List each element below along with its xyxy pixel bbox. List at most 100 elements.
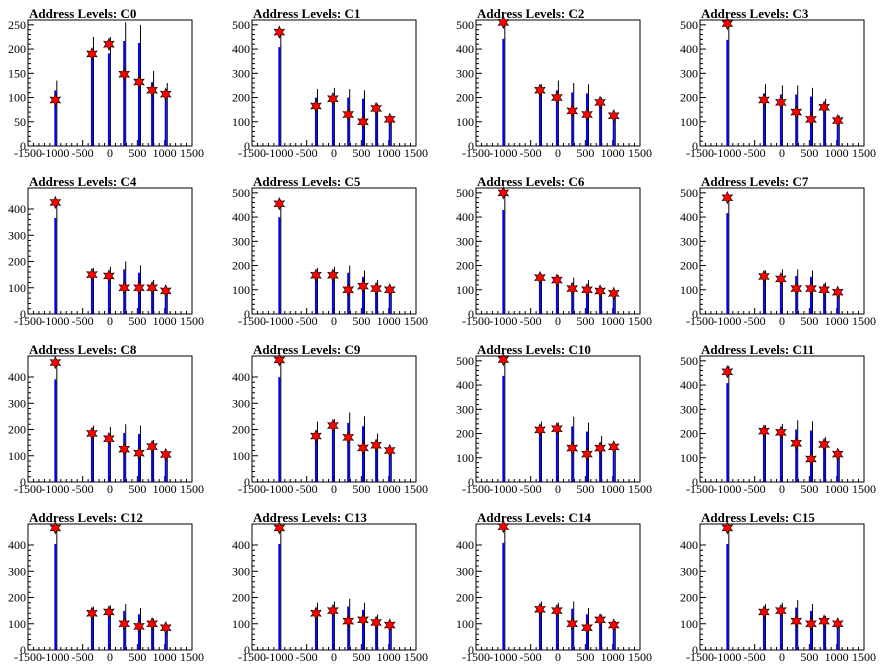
x-tick-label: 1500: [852, 314, 876, 328]
x-tick-label: -1000: [489, 482, 517, 496]
peak-marker: [370, 438, 382, 452]
peak-marker: [273, 25, 286, 39]
x-tick-label: 1500: [404, 146, 428, 160]
y-tick-label: 100: [680, 283, 698, 297]
x-tick-label: 1000: [825, 146, 849, 160]
x-tick-label: -1000: [489, 650, 517, 664]
chart-title: Address Levels: C6: [477, 174, 585, 189]
x-tick-label: 1500: [404, 482, 428, 496]
peak-marker: [273, 353, 286, 367]
peak-marker: [146, 83, 158, 98]
chart-title: Address Levels: C3: [701, 6, 809, 21]
y-tick-label: 400: [8, 538, 26, 552]
y-tick-label: 0: [20, 475, 26, 489]
y-tick-label: 200: [680, 91, 698, 105]
x-tick-label: 0: [779, 650, 785, 664]
peak-marker: [790, 614, 803, 628]
y-tick-label: 0: [468, 475, 474, 489]
chart-title: Address Levels: C15: [701, 510, 815, 525]
y-tick-label: 300: [456, 66, 474, 80]
y-tick-label: 200: [8, 591, 26, 605]
peak-marker: [133, 619, 145, 634]
y-tick-label: 100: [8, 91, 26, 105]
histogram-panel: Address Levels: C2 0 100 200 300 400 500 -1500-…: [448, 0, 672, 168]
x-tick-label: -500: [72, 482, 94, 496]
peak-marker: [566, 281, 579, 296]
x-tick-label: -1000: [265, 146, 293, 160]
x-tick-label: 500: [128, 146, 146, 160]
y-tick-label: 200: [680, 591, 698, 605]
y-tick-label: 400: [456, 538, 474, 552]
y-tick-label: 100: [232, 283, 250, 297]
x-tick-label: 1500: [852, 482, 876, 496]
peak-marker: [805, 281, 817, 296]
y-tick-label: 200: [8, 423, 26, 437]
y-tick-label: 400: [456, 378, 474, 392]
chart-title: Address Levels: C7: [701, 174, 809, 189]
y-tick-label: 100: [456, 617, 474, 631]
x-tick-label: 0: [107, 314, 113, 328]
y-tick-label: 0: [244, 643, 250, 657]
y-tick-label: 200: [8, 42, 26, 56]
x-tick-label: 0: [555, 482, 561, 496]
peak-marker: [159, 447, 172, 462]
y-tick-label: 100: [680, 451, 698, 465]
peak-marker: [497, 186, 510, 200]
x-tick-label: 500: [800, 146, 818, 160]
y-tick-label: 500: [456, 354, 474, 368]
y-tick-label: 0: [244, 139, 250, 153]
peak-marker: [310, 429, 322, 443]
x-tick-label: 0: [555, 314, 561, 328]
x-tick-label: -1500: [686, 650, 714, 664]
x-tick-label: 500: [576, 482, 594, 496]
peak-marker: [159, 620, 172, 635]
peak-marker: [551, 603, 563, 618]
x-tick-label: -1000: [713, 482, 741, 496]
y-tick-label: 300: [456, 234, 474, 248]
x-tick-label: -1000: [41, 482, 69, 496]
y-tick-label: 200: [456, 427, 474, 441]
peak-marker: [775, 95, 787, 110]
peak-marker: [721, 16, 734, 31]
y-tick-label: 100: [680, 617, 698, 631]
peak-marker: [370, 281, 382, 296]
histogram-plot: 0 100 200 300 400 500 -1500 -1000 -500 0 500 1000 15…: [680, 16, 876, 160]
peak-marker: [49, 93, 62, 107]
x-tick-label: -1500: [462, 146, 490, 160]
y-tick-label: 400: [232, 210, 250, 224]
chart-title: Address Levels: C4: [29, 174, 137, 189]
x-tick-label: -1000: [41, 650, 69, 664]
chart-title: Address Levels: C12: [29, 510, 143, 525]
x-tick-label: 500: [576, 146, 594, 160]
peak-marker: [775, 272, 787, 286]
peak-marker: [370, 615, 382, 630]
x-tick-label: -1500: [238, 146, 266, 160]
x-tick-label: 1000: [601, 146, 625, 160]
y-tick-label: 500: [456, 18, 474, 32]
peak-marker: [607, 440, 620, 454]
peak-marker: [357, 279, 369, 293]
x-tick-label: 500: [352, 650, 370, 664]
y-tick-label: 0: [468, 643, 474, 657]
histogram-panel: Address Levels: C10 0 100 200 300 400 500 -1500…: [448, 336, 672, 504]
y-tick-label: 0: [468, 139, 474, 153]
y-tick-label: 100: [456, 451, 474, 465]
peak-marker: [86, 606, 98, 620]
x-tick-label: 0: [555, 146, 561, 160]
chart-title: Address Levels: C8: [29, 342, 137, 357]
peak-marker: [607, 618, 620, 632]
y-tick-label: 400: [8, 370, 26, 384]
x-tick-label: 500: [128, 314, 146, 328]
y-tick-label: 0: [244, 307, 250, 321]
x-tick-label: 1500: [180, 482, 204, 496]
y-tick-label: 400: [456, 42, 474, 56]
x-tick-label: 1000: [153, 482, 177, 496]
peak-marker: [383, 618, 396, 632]
peak-marker: [758, 93, 770, 107]
x-tick-label: 1500: [628, 146, 652, 160]
peak-marker: [551, 421, 563, 436]
x-tick-label: -1500: [238, 650, 266, 664]
x-tick-label: -1000: [713, 650, 741, 664]
histogram-panel: Address Levels: C1 0 100 200 300 400 500 -1500-…: [224, 0, 448, 168]
y-tick-label: 0: [20, 643, 26, 657]
